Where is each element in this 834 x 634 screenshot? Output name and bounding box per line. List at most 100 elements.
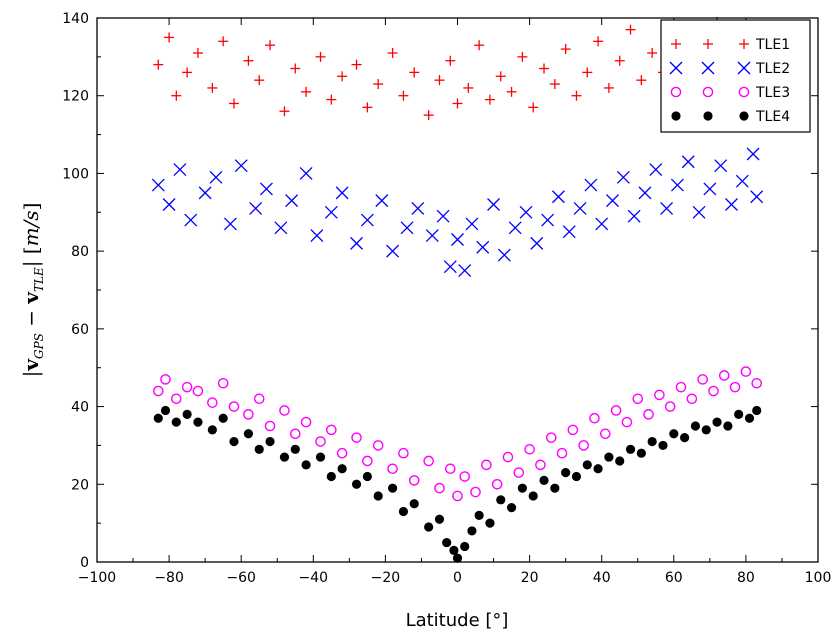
y-tick-label: 120 [62, 89, 89, 105]
point-tle4 [193, 417, 203, 427]
point-tle4 [571, 471, 582, 482]
point-tle4 [625, 444, 636, 454]
point-tle2 [299, 166, 313, 180]
point-tle3 [654, 389, 665, 401]
point-tle3 [589, 412, 600, 424]
legend-item-tle4: TLE4 [671, 109, 790, 125]
point-tle2 [335, 186, 349, 200]
point-tle3 [513, 467, 525, 478]
point-tle4 [539, 475, 549, 485]
point-tle1 [474, 40, 485, 51]
point-tle2 [497, 248, 511, 262]
point-tle2 [184, 213, 198, 227]
point-tle1 [506, 86, 517, 97]
x-axis-label: Latitude [°] [406, 610, 509, 631]
point-tle2 [198, 186, 212, 200]
point-tle3 [718, 370, 730, 381]
point-tle1 [647, 47, 658, 58]
point-tle2 [259, 182, 273, 196]
x-tick-label: −80 [154, 570, 184, 586]
point-tle3 [387, 463, 398, 475]
point-tle4 [517, 483, 527, 493]
legend-marker-tle4 [739, 111, 749, 121]
point-tle3 [524, 444, 535, 455]
point-tle1 [517, 51, 528, 62]
point-tle1 [171, 90, 182, 101]
point-tle1 [463, 82, 474, 93]
point-tle2 [249, 201, 263, 215]
point-tle1 [337, 71, 348, 82]
point-tle4 [290, 444, 300, 454]
legend-marker-tle1 [703, 39, 713, 49]
point-tle4 [752, 405, 762, 416]
point-tle2 [508, 221, 522, 235]
point-tle2 [573, 201, 587, 215]
point-tle2 [436, 209, 450, 223]
point-tle2 [681, 155, 695, 169]
point-tle1 [192, 47, 203, 58]
point-tle4 [744, 413, 755, 423]
point-tle4 [279, 452, 290, 462]
point-tle1 [582, 67, 593, 78]
point-tle3 [621, 416, 633, 428]
point-tle2 [209, 170, 223, 184]
point-tle3 [610, 405, 622, 416]
point-tle1 [164, 32, 175, 43]
legend: TLE1 TLE2 TLE3 TLE4 [660, 19, 811, 133]
point-tle4 [182, 409, 192, 419]
point-tle1 [593, 36, 604, 47]
point-tle1 [560, 44, 571, 55]
point-tle3 [289, 428, 301, 440]
point-tle4 [337, 464, 347, 474]
point-tle2 [692, 205, 706, 219]
point-tle2 [443, 260, 457, 274]
point-tle3 [434, 482, 445, 494]
point-tle3 [481, 459, 492, 471]
y-tick-label: 60 [71, 322, 89, 338]
legend-marker-tle3 [702, 86, 714, 98]
point-tle1 [549, 79, 560, 90]
x-tick-label: 60 [665, 570, 683, 586]
point-tle2 [411, 201, 425, 215]
y-tick-label: 100 [62, 166, 89, 182]
point-tle4 [409, 499, 419, 509]
point-tle3 [578, 440, 589, 451]
point-tle4 [593, 464, 603, 474]
point-tle3 [686, 393, 698, 405]
point-tle1 [254, 75, 265, 86]
point-tle2 [746, 147, 760, 161]
point-tle2 [660, 201, 674, 215]
point-tle3 [751, 377, 763, 389]
series-tle2 [151, 147, 764, 278]
point-tle1 [434, 75, 445, 86]
point-tle1 [279, 106, 290, 117]
y-axis-label: |vGPS − vTLE| [m/s] [19, 203, 46, 378]
point-tle4 [207, 425, 217, 435]
point-tle1 [182, 67, 193, 78]
point-tle4 [373, 491, 383, 501]
point-tle1 [539, 63, 550, 74]
point-tle2 [285, 194, 299, 208]
point-tle3 [181, 381, 193, 393]
point-tle3 [336, 447, 348, 459]
point-tle1 [625, 24, 636, 35]
point-tle3 [459, 471, 471, 482]
point-tle3 [408, 475, 420, 486]
x-tick-label: −100 [78, 570, 116, 586]
point-tle4 [647, 436, 657, 447]
point-tle1 [207, 82, 218, 93]
svg-text:|vGPS − vTLE| [m/s]: |vGPS − vTLE| [m/s] [19, 203, 46, 378]
point-tle3 [444, 463, 456, 475]
point-tle4 [636, 448, 646, 458]
legend-marker-tle3 [738, 86, 750, 98]
point-tle2 [714, 159, 728, 173]
point-tle1 [290, 63, 301, 74]
point-tle4 [424, 522, 434, 532]
x-tick-label: 0 [453, 570, 462, 586]
point-tle2 [519, 205, 533, 219]
legend-marker-tle4 [671, 111, 681, 121]
x-tick-label: 40 [593, 570, 611, 586]
point-tle3 [398, 447, 409, 459]
point-tle1 [265, 40, 276, 51]
